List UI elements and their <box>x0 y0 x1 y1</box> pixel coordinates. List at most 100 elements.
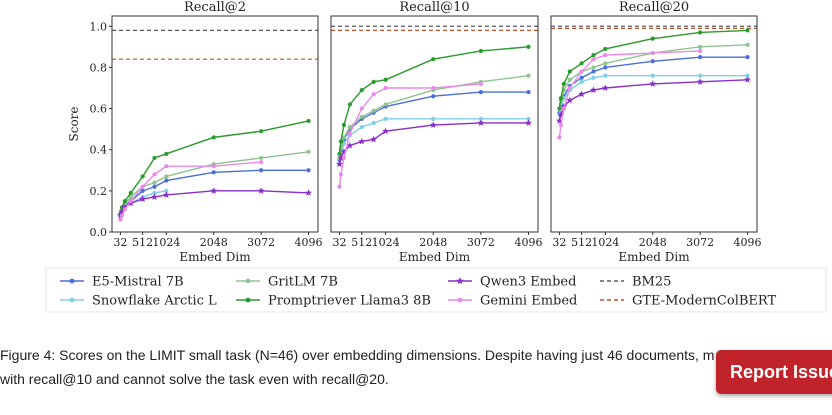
e5-mistral-7b-point <box>431 94 436 99</box>
gritlm-7b-point <box>359 114 364 119</box>
qwen3-embed-point <box>649 80 657 87</box>
gritlm-7b-point <box>152 180 157 185</box>
snowflake-arctic-l-point <box>650 73 655 78</box>
promptriever-llama3-8b-point <box>383 77 388 82</box>
snowflake-arctic-l-point <box>164 188 169 193</box>
x-tick-label: 32 <box>552 236 566 249</box>
promptriever-llama3-8b-point <box>650 36 655 41</box>
y-tick-label: 0.4 <box>90 144 108 157</box>
gemini-embed-point <box>341 155 347 161</box>
legend-label: GTE-ModernColBERT <box>632 294 776 309</box>
qwen3-embed-point <box>477 119 485 126</box>
gemini-embed-point <box>557 135 562 140</box>
gemini-embed-point <box>152 172 157 177</box>
x-tick-label: 32 <box>113 236 127 249</box>
figure-caption: Figure 4: Scores on the LIMIT small task… <box>0 343 832 391</box>
x-tick-label: 512 <box>132 236 153 249</box>
gemini-embed-point <box>359 106 364 111</box>
e5-mistral-7b-point <box>603 65 608 70</box>
gritlm-7b-point <box>259 155 264 161</box>
x-tick-label: 3072 <box>247 236 275 249</box>
promptriever-llama3-8b-point <box>259 129 264 134</box>
promptriever-llama3-8b-point <box>140 174 145 179</box>
e5-mistral-7b-point <box>650 59 655 64</box>
qwen3-embed-point <box>601 84 609 91</box>
snowflake-arctic-l-point <box>383 116 388 121</box>
promptriever-llama3-8b-line <box>338 46 529 154</box>
promptriever-llama3-8b-point <box>347 102 352 107</box>
e5-mistral-7b-point <box>306 168 311 173</box>
gritlm-7b-point <box>567 77 572 82</box>
gemini-embed-point <box>650 50 655 56</box>
promptriever-llama3-8b-point <box>526 44 531 49</box>
promptriever-llama3-8b-point <box>561 81 566 86</box>
snowflake-arctic-l-point <box>579 79 584 84</box>
gemini-embed-point <box>698 48 703 54</box>
gemini-embed-point <box>347 131 352 136</box>
legend-label: Gemini Embed <box>480 294 577 309</box>
promptriever-llama3-8b-point <box>164 151 169 156</box>
qwen3-embed-point <box>382 127 390 135</box>
qwen3-embed-point <box>590 86 597 93</box>
legend-item-snowflake-arctic-l: Snowflake Arctic L <box>60 294 217 309</box>
qwen3-embed-point <box>525 119 532 126</box>
panel-title: Recall@20 <box>619 0 689 15</box>
promptriever-llama3-8b-point <box>245 297 251 303</box>
gritlm-7b-point <box>745 42 750 47</box>
e5-mistral-7b-point <box>745 55 750 60</box>
e5-mistral-7b-point <box>152 184 157 189</box>
qwen3-embed-point <box>336 160 343 168</box>
gemini-embed-point <box>259 159 264 165</box>
snowflake-arctic-l-point <box>745 73 750 78</box>
promptriever-llama3-8b-point <box>371 79 376 84</box>
snowflake-arctic-l-point <box>591 75 596 80</box>
e5-mistral-7b-point <box>526 90 531 95</box>
panel-title: Recall@10 <box>399 0 469 15</box>
x-tick-label: 512 <box>351 236 372 249</box>
snowflake-arctic-l-point <box>152 190 157 196</box>
y-axis-label: Score <box>67 106 81 141</box>
caption-line-2: with recall@10 and cannot solve the task… <box>0 371 389 387</box>
snowflake-arctic-l-point <box>371 120 376 126</box>
legend-item-gte-moderncolbert: GTE-ModernColBERT <box>600 294 776 309</box>
qwen3-embed-point <box>744 76 751 83</box>
x-tick-label: 2048 <box>419 236 447 249</box>
promptriever-llama3-8b-point <box>128 190 133 196</box>
gemini-embed-point <box>478 81 483 86</box>
y-tick-label: 0.0 <box>90 226 108 239</box>
legend-label: Qwen3 Embed <box>480 275 576 290</box>
snowflake-arctic-l-point <box>526 116 531 121</box>
e5-mistral-7b-point <box>69 278 75 284</box>
snowflake-arctic-l-point <box>431 116 436 121</box>
promptriever-llama3-8b-point <box>431 57 436 62</box>
gemini-embed-line <box>338 83 481 187</box>
gritlm-7b-point <box>698 44 703 49</box>
legend-item-gemini-embed: Gemini Embed <box>448 294 577 309</box>
qwen3-embed-point <box>139 195 147 202</box>
qwen3-embed-line <box>338 122 529 165</box>
legend-label: E5-Mistral 7B <box>92 275 184 290</box>
promptriever-llama3-8b-point <box>745 28 750 33</box>
gritlm-7b-point <box>383 102 388 107</box>
promptriever-llama3-8b-point <box>338 139 344 144</box>
e5-mistral-7b-point <box>698 55 703 60</box>
x-tick-label: 4096 <box>295 236 323 249</box>
promptriever-llama3-8b-point <box>557 106 562 111</box>
legend-label: GritLM 7B <box>268 275 338 290</box>
legend-label: Snowflake Arctic L <box>92 294 217 309</box>
qwen3-embed-point <box>696 78 704 85</box>
legend-label: Promptriever Llama3 8B <box>268 294 431 309</box>
x-tick-label: 32 <box>332 236 346 249</box>
qwen3-embed-point <box>429 121 437 128</box>
plot-frame <box>111 15 319 233</box>
e5-mistral-7b-point <box>579 75 584 80</box>
gritlm-7b-point <box>164 174 169 179</box>
y-tick-label: 0.8 <box>90 61 108 74</box>
gemini-embed-point <box>122 207 127 212</box>
promptriever-llama3-8b-point <box>341 122 347 128</box>
promptriever-llama3-8b-point <box>359 87 364 93</box>
panel-title: Recall@2 <box>184 0 246 15</box>
qwen3-embed-point <box>566 96 574 104</box>
report-issue-button[interactable]: Report Issue <box>716 350 832 394</box>
